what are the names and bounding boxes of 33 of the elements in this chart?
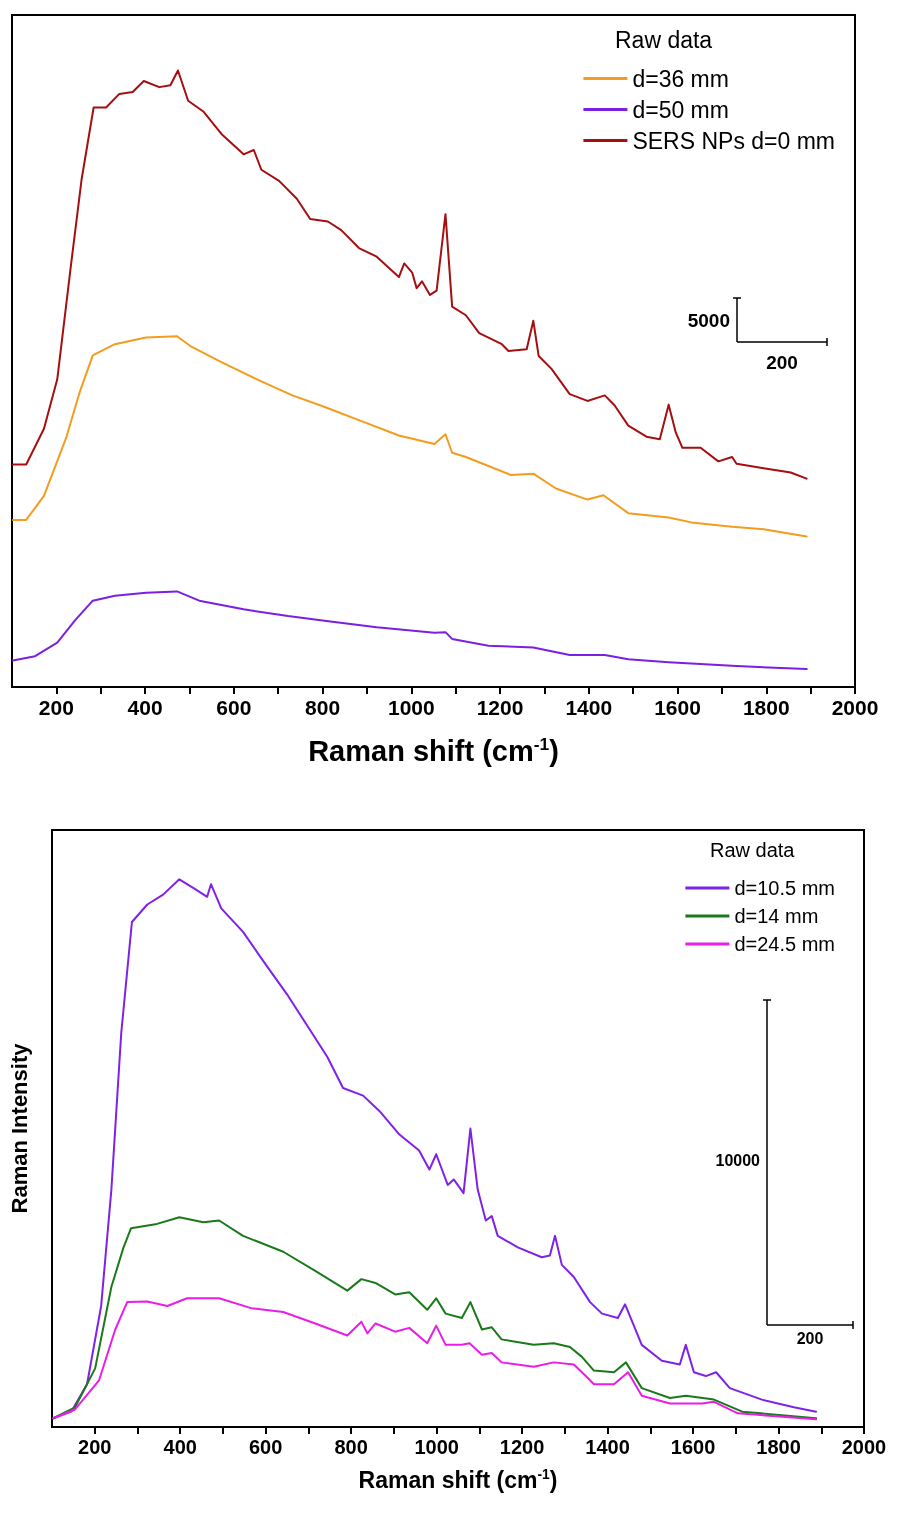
annotation: 10000 bbox=[715, 1152, 760, 1170]
x-tick-label: 1200 bbox=[499, 1436, 545, 1458]
legend-label: d=50 mm bbox=[632, 96, 729, 123]
legend-label: d=10.5 mm bbox=[734, 877, 835, 899]
x-tick-label: 1400 bbox=[585, 1436, 630, 1458]
annotation: 200 bbox=[766, 352, 798, 374]
legend-label: d=36 mm bbox=[632, 65, 729, 92]
x-tick-label: 200 bbox=[38, 696, 74, 719]
legend-label: d=24.5 mm bbox=[734, 933, 835, 955]
y-axis-title: Raman Intensity bbox=[6, 1042, 32, 1214]
legend-title: Raw data bbox=[615, 26, 713, 53]
x-tick-label: 1000 bbox=[414, 1436, 459, 1458]
x-tick-label: 600 bbox=[216, 696, 252, 719]
annotation: 200 bbox=[796, 1330, 824, 1348]
x-tick-label: 200 bbox=[78, 1436, 112, 1458]
x-tick-label: 2000 bbox=[841, 1436, 887, 1458]
x-tick-label: 1400 bbox=[565, 696, 613, 719]
x-tick-label: 400 bbox=[163, 1436, 197, 1458]
annotation: 5000 bbox=[687, 310, 730, 332]
legend-label: SERS NPs d=0 mm bbox=[632, 127, 836, 154]
x-tick-label: 1600 bbox=[670, 1436, 716, 1458]
x-tick-label: 2000 bbox=[831, 696, 879, 719]
x-tick-label: 400 bbox=[127, 696, 163, 719]
x-tick-label: 1200 bbox=[476, 696, 524, 719]
x-tick-label: 1800 bbox=[756, 1436, 801, 1458]
x-tick-label: 1800 bbox=[742, 696, 790, 719]
x-tick-label: 600 bbox=[249, 1436, 283, 1458]
x-tick-label: 800 bbox=[334, 1436, 368, 1458]
x-tick-label: 1600 bbox=[654, 696, 701, 719]
legend-title: Raw data bbox=[710, 839, 796, 861]
x-tick-label: 1000 bbox=[387, 696, 435, 719]
x-tick-label: 800 bbox=[305, 696, 341, 719]
legend-label: d=14 mm bbox=[734, 905, 819, 927]
